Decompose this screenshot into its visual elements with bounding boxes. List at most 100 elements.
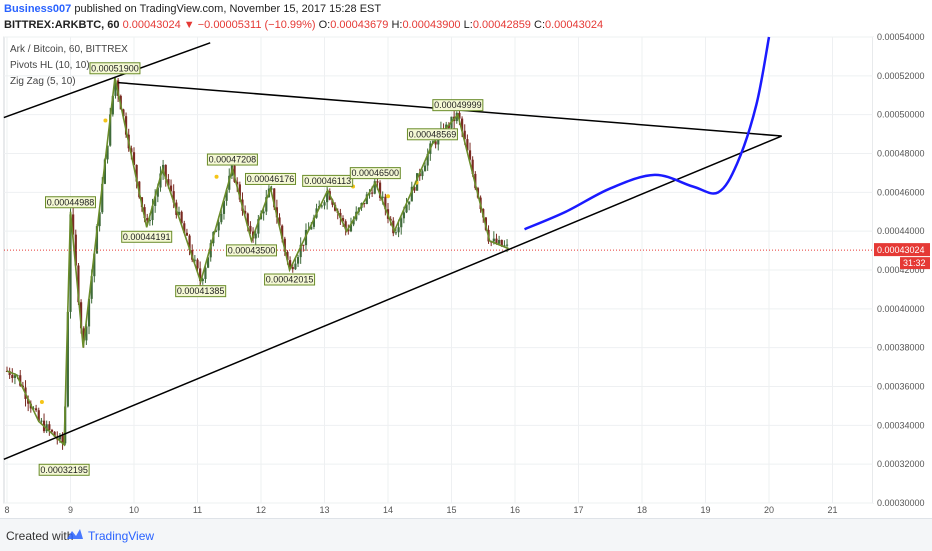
- published-text: published on TradingView.com, November 1…: [74, 3, 382, 15]
- price-chart[interactable]: 0.00051900 0.00049999 0.00048569 0.00047208…: [0, 0, 932, 518]
- time-tick-label: 8: [4, 505, 9, 515]
- candle-body: [466, 139, 469, 151]
- time-tick-label: 21: [827, 505, 837, 515]
- projection-curve: [524, 36, 771, 231]
- candle-body: [146, 218, 149, 221]
- candle-body: [371, 192, 374, 194]
- candle-body: [278, 217, 281, 226]
- zigzag-line: [6, 77, 509, 447]
- candle-body: [384, 196, 387, 210]
- candle-body: [460, 118, 464, 131]
- candle-body: [148, 220, 151, 222]
- time-tick-label: 10: [129, 505, 139, 515]
- candle-body: [159, 173, 162, 188]
- candle-body: [505, 244, 509, 246]
- candle-body: [320, 205, 323, 207]
- pivot-label: 0.00032195: [40, 465, 88, 475]
- high-value: 0.00043900: [402, 19, 461, 31]
- candle-body: [143, 207, 146, 219]
- time-tick-label: 12: [256, 505, 266, 515]
- candle-body: [164, 164, 167, 180]
- candle-body: [95, 226, 99, 254]
- candle-body: [323, 202, 326, 206]
- open-value: 0.00043679: [330, 19, 389, 31]
- price-tick-label: 0.00050000: [877, 110, 925, 120]
- pivot-label: 0.00049999: [434, 100, 482, 110]
- candle-body: [289, 260, 292, 268]
- pivot-label: 0.00043500: [228, 245, 276, 255]
- pivot-label-box: [245, 172, 297, 185]
- price-tick-label: 0.00046000: [877, 187, 925, 197]
- time-axis[interactable]: 8 9 10 11 12 13 14 15 16 17 18 19 20 21: [4, 505, 837, 515]
- candle-body: [196, 259, 199, 269]
- pivot-label: 0.00048569: [409, 129, 457, 139]
- candle-body: [402, 212, 405, 219]
- candle-body: [249, 225, 252, 232]
- pivot-dot: [39, 400, 44, 405]
- candle-body: [72, 214, 75, 235]
- pivot-label-box: [432, 99, 484, 112]
- candle-body: [204, 267, 207, 279]
- candle-body: [349, 224, 353, 232]
- low-label: L:: [463, 19, 473, 31]
- candle-body: [114, 80, 117, 96]
- price-tick-label: 0.00044000: [877, 226, 925, 236]
- legend-title: Ark / Bitcoin, 60, BITTREX: [10, 44, 128, 55]
- candle-body: [135, 164, 138, 182]
- candle-body: [238, 184, 241, 200]
- candle-body: [101, 183, 104, 213]
- tradingview-logo-icon: [67, 529, 83, 539]
- candle-body: [373, 181, 376, 194]
- candle-body: [183, 223, 186, 233]
- candle-body: [27, 398, 30, 404]
- candle-body: [326, 191, 329, 203]
- open-label: O:: [318, 19, 331, 31]
- tradingview-brand[interactable]: TradingView: [88, 529, 155, 543]
- candle-body: [156, 187, 159, 197]
- candle-body: [492, 238, 495, 242]
- candle-body: [426, 153, 429, 166]
- time-tick-label: 16: [510, 505, 520, 515]
- price-tick-label: 0.00048000: [877, 149, 925, 159]
- candle-body: [98, 212, 101, 227]
- candle-body: [296, 257, 300, 264]
- publish-line: Business007 published on TradingView.com…: [4, 3, 381, 15]
- candle-body: [294, 263, 297, 270]
- close-label: C:: [534, 19, 545, 31]
- price-tick-label: 0.00038000: [877, 343, 925, 353]
- price-tick-label: 0.00030000: [877, 498, 925, 508]
- candle-body: [270, 188, 273, 190]
- candle-body: [341, 218, 345, 222]
- candle-body: [11, 375, 14, 379]
- candle-body: [103, 159, 106, 184]
- candle-body: [495, 238, 498, 244]
- symbol-line: BITTREX:ARKBTC, 60 0.00043024 ▼ −0.00005…: [4, 19, 603, 31]
- candle-body: [201, 278, 204, 282]
- candle-body: [225, 189, 228, 201]
- candle-body: [40, 420, 43, 422]
- candle-body: [53, 431, 56, 437]
- candle-body: [132, 152, 136, 165]
- candle-body: [408, 201, 411, 205]
- pivot-label: 0.00046176: [247, 174, 295, 184]
- author-link[interactable]: Business007: [4, 3, 72, 15]
- price-axis[interactable]: 0.00054000 0.00052000 0.00050000 0.00048000…: [873, 32, 932, 508]
- candle-body: [77, 265, 80, 303]
- time-tick-label: 11: [193, 505, 202, 515]
- candle-body: [172, 191, 175, 203]
- candle-body: [199, 268, 202, 282]
- trendline: [3, 135, 782, 461]
- trendline: [3, 42, 211, 119]
- candle-body: [363, 203, 366, 205]
- candle-body: [185, 232, 189, 236]
- candle-body: [117, 80, 120, 96]
- candle-body: [82, 328, 85, 341]
- time-tick-label: 19: [700, 505, 710, 515]
- time-tick-label: 13: [319, 505, 329, 515]
- candle-body: [273, 188, 276, 208]
- candle-body: [13, 375, 17, 379]
- candle-body: [48, 424, 51, 430]
- candle-body: [58, 435, 62, 440]
- grid: [4, 36, 873, 504]
- candle-body: [151, 205, 154, 221]
